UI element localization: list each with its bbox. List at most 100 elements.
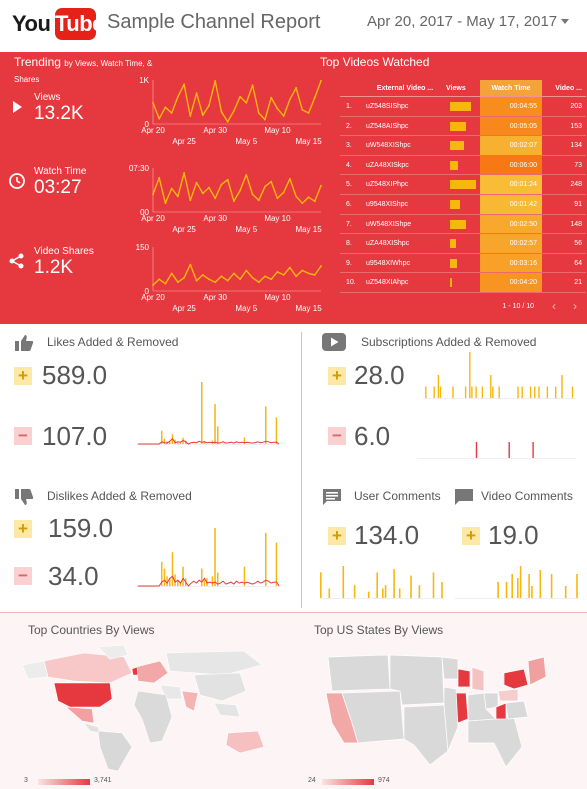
chevron-left-icon[interactable]: ‹ <box>552 299 556 313</box>
europe-region <box>135 660 169 684</box>
trend-point <box>307 272 310 275</box>
texas-region <box>403 704 449 766</box>
views-bar <box>450 141 465 151</box>
x-tick-label: Apr 20 <box>141 293 165 302</box>
video-id-cell: uW548XIShpe <box>366 220 412 228</box>
table-row[interactable]: 5. uZ548XIPhpc 00:01:24 248 <box>340 175 586 195</box>
trend-point <box>239 189 242 192</box>
trend-point <box>214 281 217 284</box>
watch-time-cell: 00:03:16 <box>509 259 537 267</box>
trend-point <box>208 104 210 107</box>
trend-point <box>152 101 154 104</box>
trend-point <box>170 187 173 190</box>
x-tick-label: May 15 <box>295 225 322 234</box>
trend-point <box>158 117 161 120</box>
table-row[interactable]: 7. uW548XIShpe 00:02:50 148 <box>340 214 586 235</box>
added-bar <box>161 561 163 586</box>
row-rank: 2. <box>346 122 352 130</box>
comment-icon <box>455 489 473 505</box>
x-tick-label: Apr 30 <box>203 126 227 135</box>
youtube-play-icon <box>322 333 346 351</box>
us-states-choropleth-map[interactable] <box>318 643 576 775</box>
trend-point <box>257 199 260 202</box>
row-rank: 9. <box>346 259 352 267</box>
trend-point <box>239 278 242 281</box>
trend-point <box>164 202 167 205</box>
removed-bar <box>532 442 534 458</box>
table-row[interactable]: 3. uW548XIShpc 00:02:07 134 <box>340 136 586 156</box>
column-header-videos[interactable]: Video ... <box>555 85 582 92</box>
shares-trend-chart: 150 0 Apr 20 Apr 30 May 10 Apr 25 May 5 May 15 <box>135 243 327 313</box>
watch-time-cell: 00:05:05 <box>509 122 537 130</box>
trending-title: Trending by Views, Watch Time, & Shares <box>14 55 164 87</box>
table-row[interactable]: 9. u9548XIWhpc 00:03:16 64 <box>340 253 586 274</box>
x-tick-label: May 5 <box>235 304 257 313</box>
new-york-region <box>503 668 529 690</box>
video-count-cell: 91 <box>574 200 582 208</box>
x-tick-label: May 10 <box>264 214 291 223</box>
watch-time-heat-cell <box>480 136 542 155</box>
trend-point <box>189 199 192 202</box>
new-england-region <box>527 656 547 686</box>
added-bar <box>211 576 214 586</box>
trend-point <box>245 173 248 176</box>
user-comments-card-title: User Comments <box>354 489 441 503</box>
added-bar <box>538 386 540 398</box>
trend-point <box>201 114 204 117</box>
y-tick-label: 1K <box>139 76 149 85</box>
x-tick-label: Apr 25 <box>172 225 196 234</box>
table-row[interactable]: 4. uZA48XISkpc 00:06:00 73 <box>340 155 586 176</box>
chevron-down-icon[interactable] <box>561 19 569 24</box>
table-row[interactable]: 10. uZ548XIAhpc 00:04:20 21 <box>340 273 586 293</box>
added-bar <box>275 542 278 586</box>
added-bar <box>169 578 171 586</box>
row-rank: 7. <box>346 220 352 228</box>
world-choropleth-map[interactable] <box>14 643 276 775</box>
video-id-cell: u9548XIWhpc <box>366 259 410 267</box>
trend-point <box>288 266 291 269</box>
trend-point <box>158 176 161 179</box>
trend-point <box>220 110 223 113</box>
comment-bar <box>342 566 345 598</box>
trend-point <box>214 197 217 200</box>
trend-point <box>301 202 304 205</box>
added-bar <box>471 386 473 398</box>
table-row[interactable]: 1. uZ548SIShpc 00:04:55 203 <box>340 97 586 117</box>
vertical-divider <box>301 332 302 608</box>
comment-bar <box>441 582 443 598</box>
column-header-watch-time[interactable]: Watch Time <box>491 85 531 92</box>
table-row[interactable]: 8. uZA48XIShpc 00:02:57 56 <box>340 234 586 254</box>
added-bar <box>203 441 206 444</box>
chevron-right-icon[interactable]: › <box>573 299 577 313</box>
x-tick-label: May 10 <box>264 126 291 135</box>
watch-time-cell: 00:04:20 <box>509 279 537 287</box>
column-header-video-id[interactable]: External Video ... <box>376 85 434 92</box>
trend-point <box>232 109 235 112</box>
date-range-selector[interactable]: Apr 20, 2017 - May 17, 2017 <box>367 13 558 30</box>
added-bar <box>546 386 549 398</box>
table-row[interactable]: 6. u9548XIShpc 00:01:42 91 <box>340 194 586 215</box>
added-bar <box>182 566 184 586</box>
comment-bar <box>505 582 508 598</box>
watch-time-cell: 00:06:00 <box>509 161 537 169</box>
trending-heading: Trending <box>14 55 61 69</box>
mexico-region <box>65 706 95 724</box>
minus-icon: − <box>14 567 32 585</box>
watch-time-cell: 00:02:50 <box>509 220 537 228</box>
comment-bar <box>410 575 412 598</box>
x-tick-label: Apr 25 <box>172 137 196 146</box>
watch-time-heat-cell <box>480 194 542 214</box>
row-rank: 8. <box>346 240 352 248</box>
report-title: Sample Channel Report <box>107 11 321 33</box>
plus-icon: + <box>462 527 480 545</box>
us-east-region <box>467 692 497 722</box>
table-row[interactable]: 2. uZ548AIShpc 00:05:05 153 <box>340 116 586 137</box>
trend-point <box>220 275 223 278</box>
comment-bar <box>398 588 401 598</box>
added-bar <box>177 580 179 586</box>
added-bar <box>439 386 442 398</box>
subscriptions-added-bar-chart <box>423 352 576 399</box>
asia-region <box>193 672 247 702</box>
column-header-views[interactable]: Views <box>446 85 466 92</box>
uk-region <box>131 666 139 676</box>
